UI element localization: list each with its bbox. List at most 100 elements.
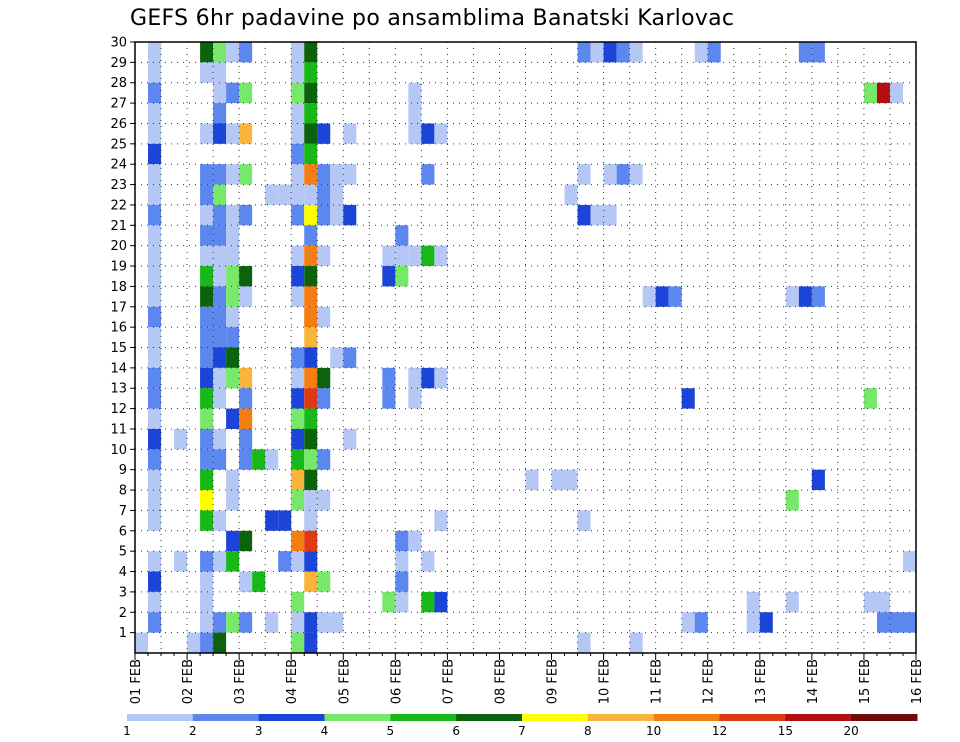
heatmap-cell (642, 286, 656, 307)
colorbar-label: 7 (518, 724, 526, 738)
heatmap-cell (239, 428, 253, 450)
heatmap-cell (408, 123, 422, 144)
y-tick-label: 3 (119, 585, 127, 600)
heatmap-cell (239, 367, 253, 389)
colorbar-label: 10 (646, 724, 661, 738)
heatmap-cell (226, 347, 240, 368)
heatmap-cell (408, 103, 422, 124)
heatmap-cell (395, 551, 409, 572)
heatmap-cell (616, 42, 630, 63)
heatmap-cell (200, 123, 214, 144)
heatmap-cell (317, 306, 331, 328)
heatmap-cell (239, 286, 253, 307)
y-tick-label: 21 (110, 219, 127, 234)
heatmap-cell (434, 591, 448, 613)
heatmap-cell (291, 62, 305, 83)
heatmap-cell (863, 388, 877, 409)
heatmap-cell (525, 469, 539, 491)
heatmap-cell (291, 449, 305, 470)
heatmap-cell (200, 62, 214, 83)
heatmap-cell (577, 164, 591, 185)
heatmap-cell (200, 347, 214, 368)
heatmap-cell (681, 388, 695, 409)
heatmap-cell (226, 367, 240, 389)
heatmap-cell (317, 204, 331, 226)
y-tick-label: 29 (110, 56, 127, 71)
heatmap-cell (148, 286, 162, 307)
y-tick-label: 19 (110, 260, 127, 275)
heatmap-cell (694, 42, 708, 63)
heatmap-cell (421, 367, 435, 389)
heatmap-cell (304, 449, 318, 470)
heatmap-cell (148, 306, 162, 328)
heatmap-cell (876, 82, 890, 104)
heatmap-cell (317, 571, 331, 592)
y-tick-label: 22 (110, 198, 127, 213)
heatmap-cell (148, 612, 162, 633)
heatmap-cell (148, 225, 162, 246)
heatmap-cell (395, 225, 409, 246)
heatmap-cell (148, 367, 162, 389)
heatmap-cell (382, 266, 396, 287)
heatmap-cell (746, 591, 760, 613)
heatmap-cell (200, 490, 214, 511)
heatmap-cell (876, 612, 890, 633)
x-tick-label: 02 FEB (181, 659, 196, 704)
heatmap-cell (343, 347, 357, 368)
heatmap-cell (239, 82, 253, 104)
heatmap-cell (304, 245, 318, 267)
heatmap-cell (291, 612, 305, 633)
heatmap-cell (421, 123, 435, 144)
heatmap-cell (876, 591, 890, 613)
heatmap-cell (226, 42, 240, 63)
heatmap-cell (148, 164, 162, 185)
heatmap-cell (213, 510, 227, 531)
heatmap-cell (200, 164, 214, 185)
colorbar-swatch (785, 714, 852, 721)
heatmap-cell (304, 266, 318, 287)
heatmap-cell (200, 449, 214, 470)
x-tick-label: 03 FEB (233, 659, 248, 704)
heatmap-cell (304, 347, 318, 368)
heatmap-cell (200, 367, 214, 389)
x-tick-label: 08 FEB (493, 659, 508, 704)
heatmap-cell (291, 530, 305, 552)
heatmap-cell (148, 103, 162, 124)
heatmap-cell (200, 204, 214, 226)
heatmap-cell (213, 82, 227, 104)
heatmap-cell (304, 510, 318, 531)
y-tick-label: 15 (110, 341, 127, 356)
heatmap-cell (382, 367, 396, 389)
x-tick-label: 15 FEB (858, 659, 873, 704)
heatmap-cell (239, 266, 253, 287)
heatmap-cell (239, 530, 253, 552)
heatmap-cell (304, 367, 318, 389)
heatmap-cell (226, 327, 240, 348)
x-tick-label: 04 FEB (285, 659, 300, 704)
heatmap-cell (304, 82, 318, 104)
heatmap-cell (239, 449, 253, 470)
heatmap-cell (200, 551, 214, 572)
heatmap-cell (408, 388, 422, 409)
heatmap-cell (239, 204, 253, 226)
heatmap-cell (434, 367, 448, 389)
heatmap-cell (213, 103, 227, 124)
heatmap-cell (616, 164, 630, 185)
y-tick-label: 30 (110, 36, 127, 51)
y-tick-label: 20 (110, 239, 127, 254)
colorbar-swatch (522, 714, 589, 721)
colorbar-swatch (324, 714, 391, 721)
heatmap-cell (148, 469, 162, 491)
y-tick-label: 10 (110, 443, 127, 458)
heatmap-cell (408, 367, 422, 389)
heatmap-cell (382, 388, 396, 409)
heatmap-cell (226, 551, 240, 572)
y-tick-label: 26 (110, 117, 127, 132)
heatmap-cell (785, 286, 799, 307)
heatmap-cell (148, 184, 162, 205)
colorbar-label: 3 (255, 724, 263, 738)
x-tick-label: 09 FEB (546, 659, 561, 704)
heatmap-cell (291, 164, 305, 185)
heatmap-cell (395, 266, 409, 287)
